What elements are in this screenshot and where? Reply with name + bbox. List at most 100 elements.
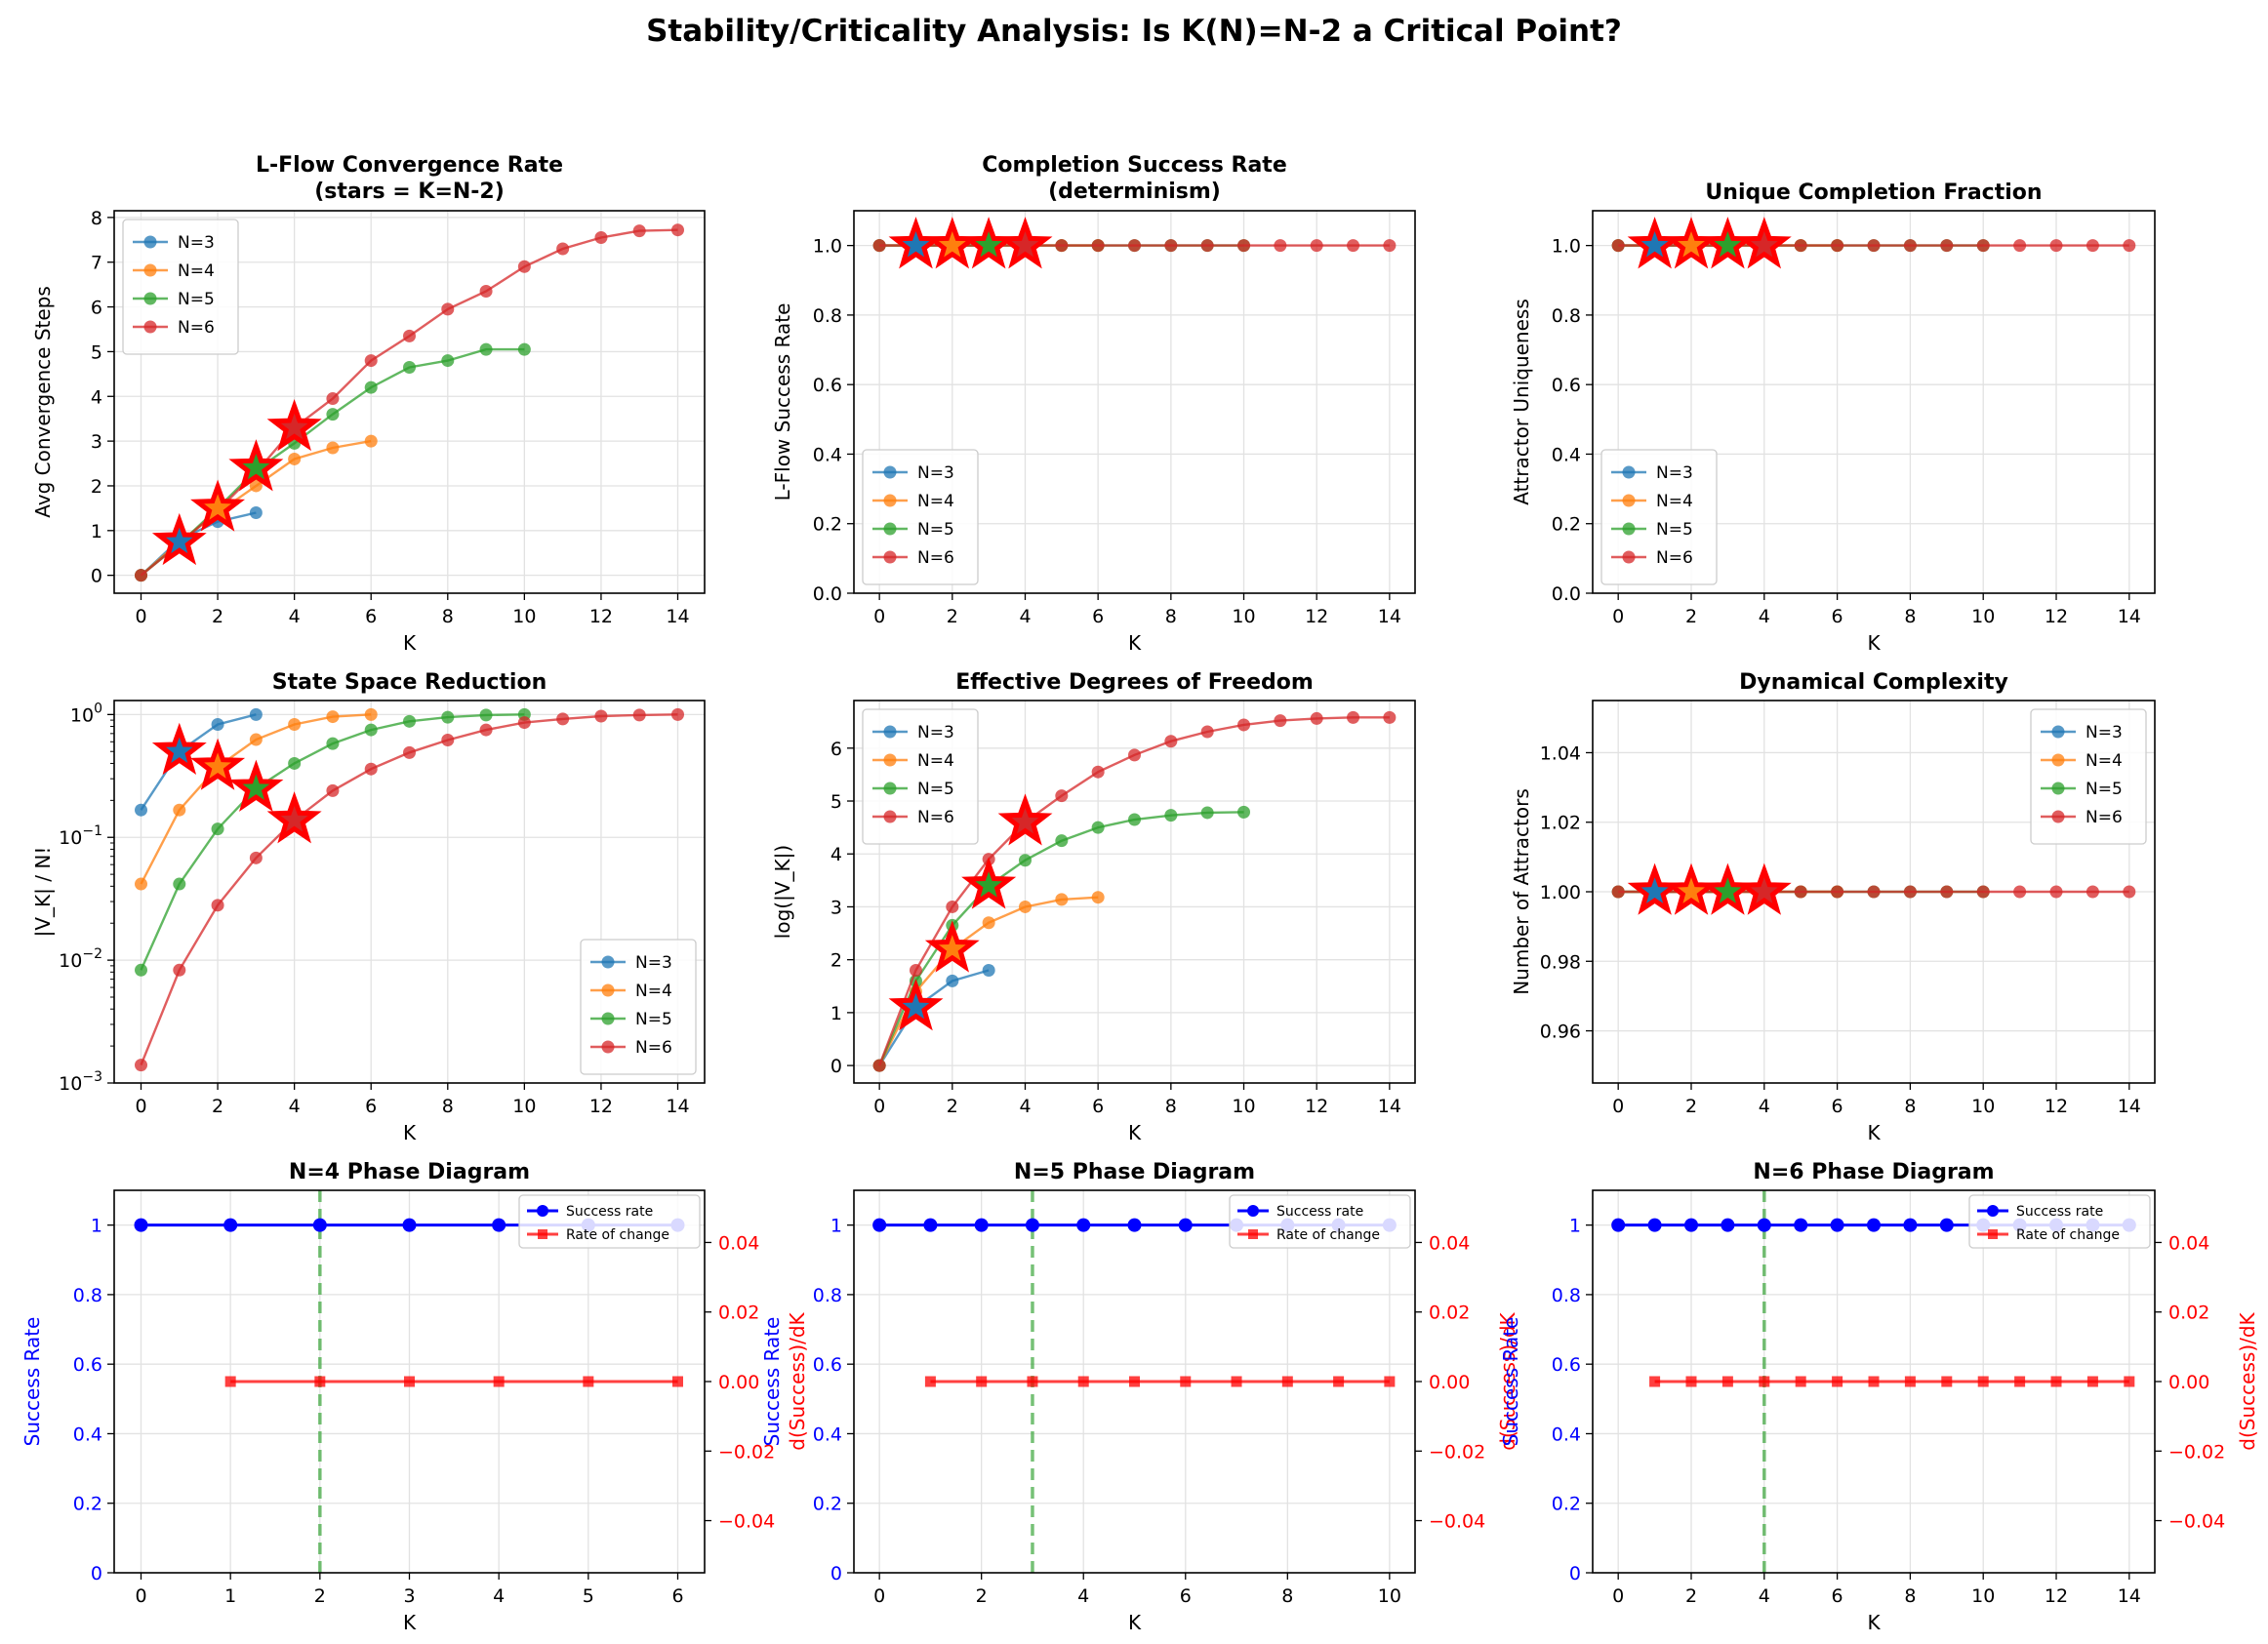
tick-label-y: 0.6	[813, 1354, 842, 1376]
tick-label-exponent: 0	[94, 701, 102, 716]
tick-label-y: 1.0	[1552, 236, 1581, 258]
tick-label-y: 0.0	[1552, 583, 1581, 605]
legend-marker	[538, 1229, 547, 1239]
data-point-N5	[1055, 834, 1069, 848]
data-point-N5	[441, 710, 455, 724]
tick-label-y: 0.6	[1552, 1354, 1581, 1376]
legend-label: N=3	[1656, 463, 1693, 483]
rate-point	[2086, 1376, 2098, 1387]
success-point	[923, 1218, 938, 1232]
legend-label: N=5	[1656, 520, 1693, 540]
tick-label-x: 2	[947, 606, 958, 627]
tick-label-x: 0	[1612, 1585, 1624, 1607]
tick-label-x: 2	[212, 606, 223, 627]
data-point-N6	[2086, 885, 2099, 899]
tick-label-y2: −0.02	[718, 1441, 775, 1463]
data-point-N6	[1831, 885, 1844, 899]
data-point-N6	[326, 392, 340, 406]
data-point-N6	[1831, 239, 1844, 253]
y-axis-label: Avg Convergence Steps	[31, 286, 55, 518]
legend-label: N=6	[2086, 808, 2123, 827]
data-point-N5	[135, 963, 147, 977]
legend-marker	[883, 725, 897, 739]
tick-label-x: 12	[1305, 606, 1328, 627]
data-point-N3	[249, 707, 263, 721]
tick-label-x: 2	[212, 1096, 223, 1117]
data-point-N6	[594, 231, 608, 245]
tick-label-y: 8	[91, 208, 102, 229]
success-point	[1867, 1218, 1881, 1232]
data-point-N5	[403, 360, 416, 374]
subplot-title: N=5 Phase Diagram	[1014, 1160, 1255, 1184]
legend: N=3 N=4 N=5 N=6	[580, 939, 697, 1075]
tick-label-x: 10	[512, 606, 536, 627]
tick-label-x: 6	[365, 1096, 377, 1117]
data-point-N5	[364, 381, 378, 394]
data-point-N6	[1903, 885, 1917, 899]
data-point-N6	[556, 242, 570, 256]
data-point-N6	[872, 239, 886, 253]
data-point-N6	[632, 708, 646, 722]
data-point-N6	[946, 900, 959, 913]
subplot-title: N=4 Phase Diagram	[289, 1160, 530, 1184]
legend-marker	[143, 235, 157, 249]
panel-2: 0 2 4 6 8 10 12 14 0.0 0.2 0.4 0.6 0.8 1.0 Completion …	[771, 153, 1416, 655]
legend-label: Rate of change	[1276, 1227, 1380, 1243]
legend-marker	[883, 782, 897, 795]
data-point-N3	[211, 718, 224, 732]
tick-label-x: 4	[1019, 606, 1031, 627]
tick-label-x: 10	[1232, 1096, 1255, 1117]
legend-marker	[601, 955, 615, 969]
panel-7: 0 1 2 3 4 5 6 0 0.2 0.4 0.6 0.8 1 −0.04 −0.02 0.00 0.02 0…	[20, 1160, 809, 1634]
data-point-N4	[364, 434, 378, 448]
data-point-N3	[982, 964, 995, 978]
data-point-N6	[1940, 239, 1954, 253]
rate-point	[314, 1376, 326, 1387]
tick-label-y: 7	[91, 253, 102, 274]
legend-label: N=5	[917, 780, 954, 799]
tick-label-y: 0.8	[1552, 305, 1581, 327]
tick-label-x: 14	[1378, 1096, 1401, 1117]
legend-label: N=3	[917, 463, 954, 483]
data-point-N6	[2049, 885, 2063, 899]
data-point-N5	[173, 877, 186, 891]
tick-label-y2: 0.00	[718, 1372, 759, 1393]
data-point-N6	[1347, 239, 1360, 253]
tick-label-y: 2	[91, 476, 102, 498]
tick-label-y: 0.4	[1552, 444, 1581, 465]
data-point-N6	[1976, 885, 1990, 899]
tick-label-y: 2	[830, 950, 842, 972]
data-point-N6	[909, 964, 922, 978]
data-point-N6	[517, 716, 531, 730]
subplot-title: Dynamical Complexity	[1739, 670, 2008, 695]
critical-star-N6	[997, 217, 1053, 269]
tick-label-x: 2	[1685, 606, 1697, 627]
critical-star-N3	[151, 512, 207, 566]
figure-title: Stability/Criticality Analysis: Is K(N)=…	[646, 14, 1622, 49]
axes-frame	[853, 700, 1416, 1084]
rate-point	[1180, 1376, 1192, 1387]
legend: N=3 N=4 N=5 N=6	[862, 449, 979, 585]
tick-label-y: 10−3	[59, 1069, 102, 1095]
subplot-title: Effective Degrees of Freedom	[955, 670, 1314, 695]
data-point-N6	[1200, 725, 1214, 739]
data-point-N6	[1128, 748, 1141, 762]
legend-label: Success rate	[2016, 1204, 2103, 1220]
data-point-N6	[1611, 239, 1625, 253]
x-axis-label: K	[403, 631, 417, 655]
data-point-N5	[403, 714, 416, 728]
legend-marker	[143, 320, 157, 334]
tick-label-x: 8	[442, 1096, 454, 1117]
tick-label-x: 1	[224, 1585, 236, 1607]
tick-label-x: 6	[1092, 606, 1104, 627]
legend-marker	[143, 292, 157, 305]
data-point-N5	[1128, 813, 1141, 826]
tick-label-x: 8	[1281, 1585, 1293, 1607]
axes-frame	[113, 700, 706, 1084]
tick-label-y: 1	[1569, 1216, 1581, 1237]
legend-marker	[1247, 1205, 1259, 1217]
legend-marker	[601, 983, 615, 997]
y-axis-label: Success Rate	[20, 1317, 44, 1447]
tick-label-y: 0	[1569, 1563, 1581, 1584]
